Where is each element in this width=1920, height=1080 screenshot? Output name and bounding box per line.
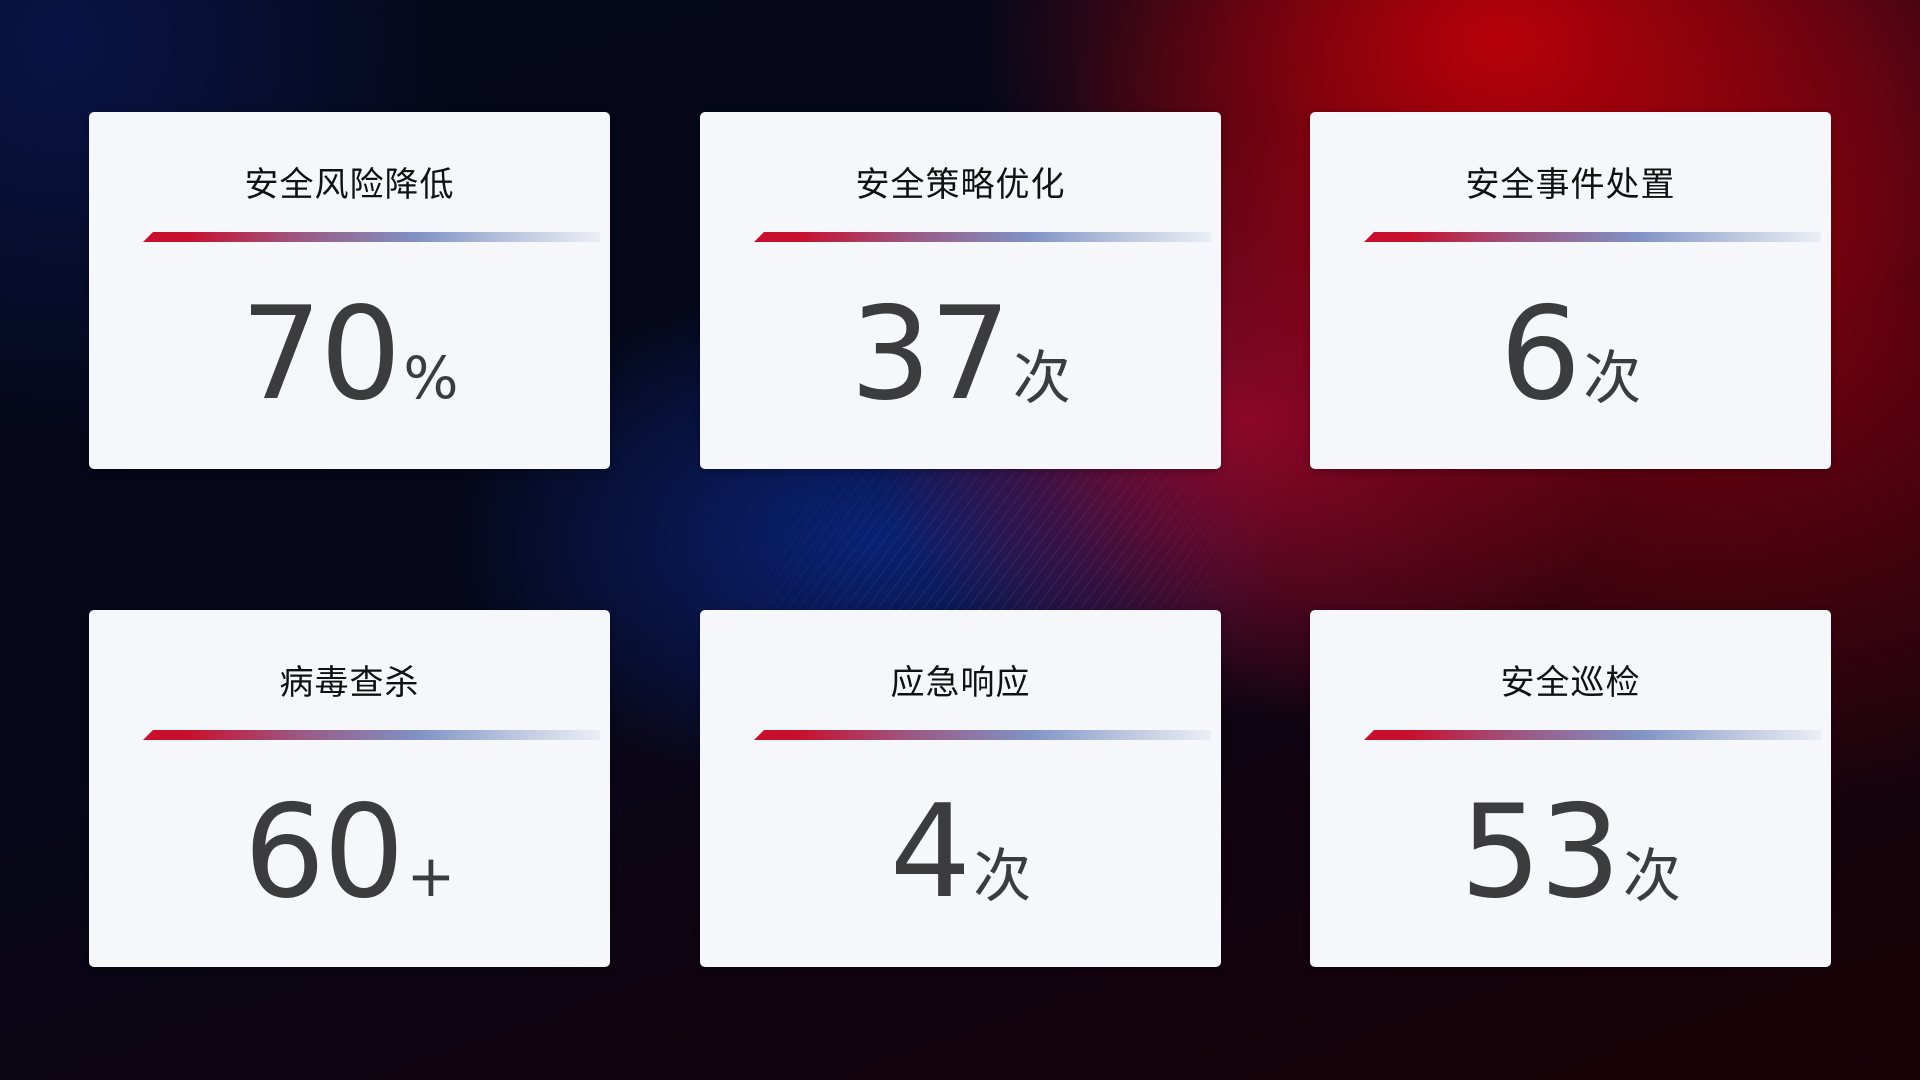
card-title: 病毒查杀 bbox=[279, 663, 420, 703]
card-value: 70% bbox=[89, 280, 610, 429]
card-value: 53次 bbox=[1310, 778, 1831, 927]
stat-card-incident-handling: 安全事件处置 6次 bbox=[1310, 112, 1831, 469]
value-number: 60 bbox=[243, 778, 405, 927]
card-value: 60+ bbox=[89, 778, 610, 927]
stat-card-policy-optimization: 安全策略优化 37次 bbox=[700, 112, 1221, 469]
value-unit: 次 bbox=[1622, 842, 1681, 910]
card-divider bbox=[1364, 232, 1821, 242]
stat-card-risk-reduction: 安全风险降低 70% bbox=[89, 112, 610, 469]
value-number: 4 bbox=[889, 778, 971, 927]
value-number: 6 bbox=[1499, 280, 1581, 429]
value-unit: + bbox=[406, 842, 456, 910]
card-title: 安全策略优化 bbox=[855, 165, 1066, 205]
value-unit: 次 bbox=[1583, 344, 1642, 412]
card-title: 安全巡检 bbox=[1500, 663, 1641, 703]
stat-card-emergency-response: 应急响应 4次 bbox=[700, 610, 1221, 967]
card-divider bbox=[143, 232, 600, 242]
card-divider bbox=[754, 232, 1211, 242]
card-value: 4次 bbox=[700, 778, 1221, 927]
value-unit: 次 bbox=[1012, 344, 1071, 412]
card-title: 应急响应 bbox=[890, 663, 1031, 703]
value-number: 37 bbox=[850, 280, 1011, 429]
stat-card-security-inspection: 安全巡检 53次 bbox=[1310, 610, 1831, 967]
card-divider bbox=[754, 730, 1211, 740]
value-unit: % bbox=[403, 344, 459, 412]
card-value: 37次 bbox=[700, 280, 1221, 429]
stat-card-virus-removal: 病毒查杀 60+ bbox=[89, 610, 610, 967]
card-value: 6次 bbox=[1310, 280, 1831, 429]
value-number: 53 bbox=[1460, 778, 1621, 927]
value-unit: 次 bbox=[973, 842, 1032, 910]
card-divider bbox=[1364, 730, 1821, 740]
value-number: 70 bbox=[240, 280, 402, 429]
card-title: 安全风险降低 bbox=[244, 165, 455, 205]
card-title: 安全事件处置 bbox=[1465, 165, 1676, 205]
card-divider bbox=[143, 730, 600, 740]
